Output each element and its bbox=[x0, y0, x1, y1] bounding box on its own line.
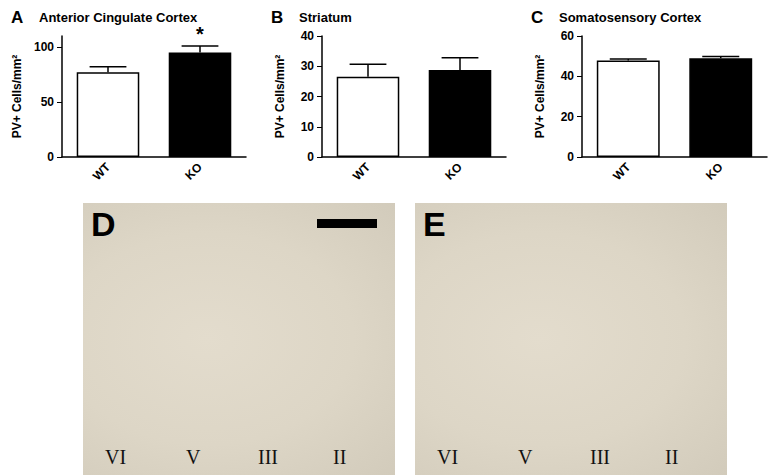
svg-text:B: B bbox=[271, 8, 283, 27]
svg-text:WT: WT bbox=[90, 160, 114, 184]
svg-text:0: 0 bbox=[47, 150, 54, 164]
svg-text:40: 40 bbox=[301, 29, 315, 43]
svg-text:0: 0 bbox=[307, 150, 314, 164]
svg-text:40: 40 bbox=[561, 69, 575, 83]
svg-text:Somatosensory Cortex: Somatosensory Cortex bbox=[559, 10, 702, 25]
svg-text:PV+ Cells/mm²: PV+ Cells/mm² bbox=[533, 55, 547, 139]
svg-text:WT: WT bbox=[610, 160, 634, 184]
svg-text:KO: KO bbox=[182, 160, 205, 183]
svg-text:WT: WT bbox=[350, 160, 374, 184]
svg-text:C: C bbox=[531, 8, 543, 27]
svg-text:60: 60 bbox=[561, 29, 575, 43]
svg-text:20: 20 bbox=[561, 110, 575, 124]
svg-text:A: A bbox=[11, 8, 23, 27]
html-text:VI: VI bbox=[437, 446, 459, 468]
svg-text:KO: KO bbox=[442, 160, 465, 183]
svg-text:0: 0 bbox=[567, 150, 574, 164]
html-text:VI: VI bbox=[105, 446, 127, 468]
html-text:III: III bbox=[590, 446, 610, 468]
html-text:D: D bbox=[91, 205, 116, 243]
html-text:E: E bbox=[423, 205, 446, 243]
html-text:III: III bbox=[258, 446, 278, 468]
svg-text:KO: KO bbox=[703, 160, 726, 183]
svg-text:20: 20 bbox=[301, 90, 315, 104]
svg-text:*: * bbox=[196, 23, 204, 45]
html-text:II: II bbox=[333, 446, 347, 468]
svg-text:10: 10 bbox=[301, 120, 315, 134]
html-text:V: V bbox=[518, 446, 533, 468]
svg-text:PV+ Cells/mm²: PV+ Cells/mm² bbox=[10, 55, 24, 139]
svg-text:30: 30 bbox=[301, 59, 315, 73]
html-text:II: II bbox=[665, 446, 679, 468]
svg-text:Anterior Cingulate Cortex: Anterior Cingulate Cortex bbox=[39, 10, 198, 25]
svg-text:Striatum: Striatum bbox=[299, 10, 352, 25]
html-text:V: V bbox=[186, 446, 201, 468]
svg-text:100: 100 bbox=[34, 40, 54, 54]
svg-text:50: 50 bbox=[41, 95, 55, 109]
svg-text:PV+ Cells/mm²: PV+ Cells/mm² bbox=[273, 55, 287, 139]
